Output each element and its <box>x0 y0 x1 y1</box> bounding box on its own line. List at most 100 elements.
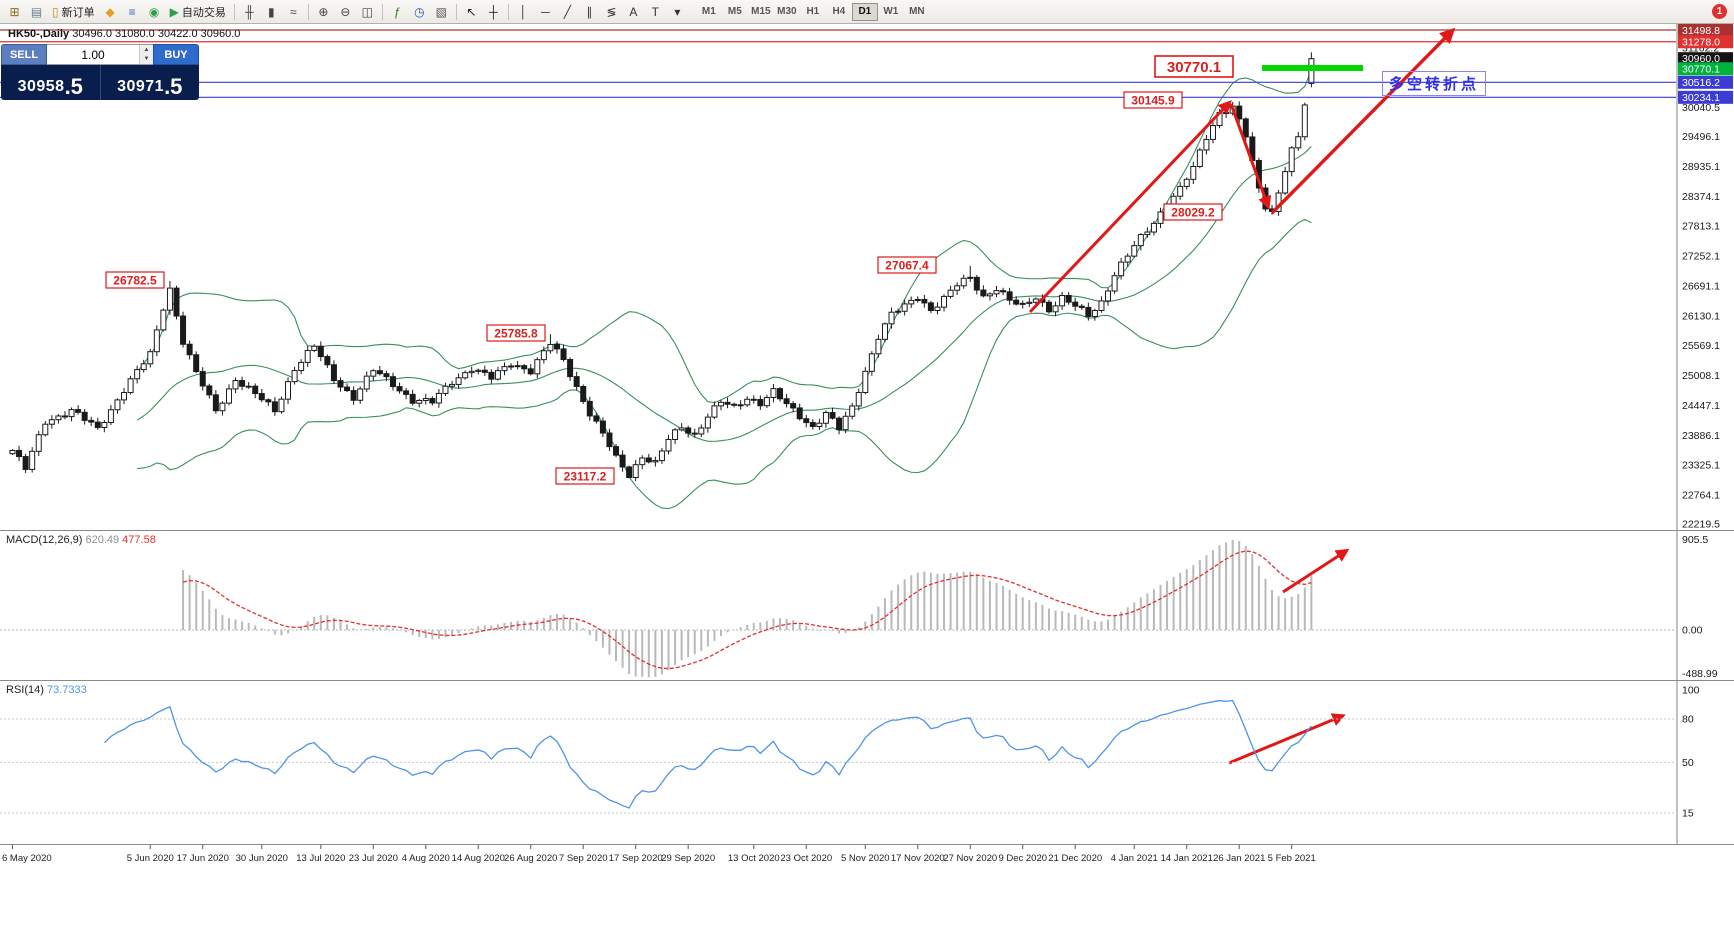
trendline-icon: ╱ <box>563 4 571 19</box>
time-axis[interactable]: 6 May 2020 5 Jun 2020 17 Jun 2020 30 Jun 20… <box>2 845 1316 864</box>
tab-timeframe-mn[interactable]: MN <box>909 6 925 17</box>
price-annotation[interactable]: 25785.8 <box>486 324 546 342</box>
svg-text:30234.1: 30234.1 <box>1682 92 1720 104</box>
price-annotation[interactable]: 26782.5 <box>105 271 165 289</box>
trend-arrow-3[interactable] <box>1270 27 1456 215</box>
price-annotation[interactable]: 27067.4 <box>877 256 937 274</box>
templates-button[interactable]: ▧ <box>431 2 452 22</box>
new-order-button[interactable]: ▯ 新订单 <box>48 2 99 22</box>
market-watch-button[interactable]: ≡ <box>122 2 143 22</box>
trendline-button[interactable]: ╱ <box>557 2 578 22</box>
zoom-out-button[interactable]: ⊖ <box>335 2 356 22</box>
toolbar-separator <box>381 3 383 20</box>
svg-text:22764.1: 22764.1 <box>1682 489 1720 501</box>
buy-button[interactable]: BUY <box>153 44 199 65</box>
label-button[interactable]: T <box>645 2 666 22</box>
spinner-up-icon[interactable]: ▲ <box>143 46 150 53</box>
time-axis-label: 5 Nov 2020 <box>841 853 890 864</box>
tile-windows-button[interactable]: ◫ <box>357 2 378 22</box>
auto-trading-label: 自动交易 <box>181 6 226 19</box>
time-axis-label: 21 Dec 2020 <box>1048 853 1102 864</box>
svg-text:26691.1: 26691.1 <box>1682 280 1720 292</box>
tab-timeframe-m30[interactable]: M30 <box>777 6 797 17</box>
crosshair-button[interactable]: ┼ <box>483 2 504 22</box>
tile-windows-icon: ◫ <box>361 4 374 19</box>
quantity-stepper[interactable]: ▲ ▼ <box>47 44 153 65</box>
new-chart-button[interactable]: ⊞ <box>4 2 25 22</box>
profiles-icon: ▤ <box>30 4 43 19</box>
cursor-button[interactable]: ↖ <box>461 2 482 22</box>
rsi-line <box>103 699 1312 809</box>
line-chart-icon: ≈ <box>290 4 297 19</box>
quantity-input[interactable] <box>47 45 139 64</box>
channel-button[interactable]: ∥ <box>579 2 600 22</box>
quantity-spinner[interactable]: ▲ ▼ <box>139 45 153 64</box>
tab-timeframe-m5[interactable]: M5 <box>727 6 742 17</box>
indicators-icon: ƒ <box>394 4 401 19</box>
market-watch-icon: ≡ <box>128 4 136 19</box>
price-annotation[interactable]: 30770.1 <box>1154 55 1234 78</box>
auto-trading-button[interactable]: ▶ 自动交易 <box>166 2 230 22</box>
candle-chart-button[interactable]: ▮ <box>261 2 282 22</box>
sell-button[interactable]: SELL <box>1 44 47 65</box>
trend-arrow-5[interactable] <box>1228 713 1346 765</box>
time-axis-label: 17 Jun 2020 <box>177 853 229 864</box>
horizontal-line-button[interactable]: ─ <box>535 2 556 22</box>
time-axis-label: 14 Aug 2020 <box>452 853 505 864</box>
svg-text:27067.4: 27067.4 <box>885 258 929 272</box>
svg-text:30145.9: 30145.9 <box>1131 93 1175 107</box>
indicators-button[interactable]: ƒ <box>387 2 408 22</box>
time-axis-label: 14 Jan 2021 <box>1161 853 1213 864</box>
spinner-down-icon[interactable]: ▼ <box>143 56 150 63</box>
timeframe-bar: M1 M5 M15 M30 H1 H4 D1 W1 MN <box>696 2 930 21</box>
toolbar-items: ⊞ ▤ ▯ 新订单 ◆ ≡ ◉ ▶ 自动交易 ╫ ▮ ≈ ⊕ ⊖ ◫ ƒ ◷ ▧ ↖ ┼ │ ─ ╱ ∥ ≶ A T ▾ <box>4 0 688 23</box>
svg-text:15: 15 <box>1682 807 1694 819</box>
svg-text:-488.99: -488.99 <box>1682 668 1718 680</box>
price-annotation[interactable]: 23117.2 <box>555 467 615 485</box>
line-chart-button[interactable]: ≈ <box>283 2 304 22</box>
svg-text:28935.1: 28935.1 <box>1682 161 1720 173</box>
data-window-button[interactable]: ◉ <box>144 2 165 22</box>
tab-timeframe-d1[interactable]: D1 <box>851 2 878 21</box>
vertical-line-button[interactable]: │ <box>513 2 534 22</box>
macd-indicator <box>182 540 1313 678</box>
symbol-period-label: HK50-,Daily <box>8 28 70 40</box>
candlestick-chart[interactable] <box>9 52 1315 510</box>
fibonacci-button[interactable]: ≶ <box>601 2 622 22</box>
tab-timeframe-h1[interactable]: H1 <box>806 6 820 17</box>
buy-price[interactable]: 30971.5 <box>101 65 200 100</box>
svg-text:30770.1: 30770.1 <box>1682 63 1720 75</box>
tab-timeframe-w1[interactable]: W1 <box>883 6 899 17</box>
trend-arrow-1[interactable] <box>1028 100 1232 314</box>
svg-text:29496.1: 29496.1 <box>1682 131 1720 143</box>
tab-timeframe-h4[interactable]: H4 <box>832 6 846 17</box>
turning-point-note[interactable]: 多空转折点 <box>1382 71 1487 96</box>
time-axis-label: 29 Sep 2020 <box>661 853 715 864</box>
periods-button[interactable]: ◷ <box>409 2 430 22</box>
svg-text:26782.5: 26782.5 <box>113 273 157 287</box>
svg-text:25785.8: 25785.8 <box>494 326 538 340</box>
text-button[interactable]: A <box>623 2 644 22</box>
profiles-button[interactable]: ▤ <box>26 2 47 22</box>
trend-arrow-2[interactable] <box>1229 103 1272 210</box>
fibonacci-icon: ≶ <box>606 4 617 19</box>
trend-arrow-4[interactable] <box>1282 548 1350 594</box>
tab-timeframe-m15[interactable]: M15 <box>751 6 771 17</box>
price-annotation[interactable]: 30145.9 <box>1123 91 1183 109</box>
rsi-label: RSI(14) 73.7333 <box>6 684 87 696</box>
svg-text:100: 100 <box>1682 685 1700 697</box>
deposit-button[interactable]: ◆ <box>100 2 121 22</box>
svg-text:22219.5: 22219.5 <box>1682 518 1720 530</box>
sell-price[interactable]: 30958.5 <box>1 65 101 100</box>
news-badge[interactable]: 1 <box>1712 4 1727 19</box>
tab-timeframe-m1[interactable]: M1 <box>701 6 716 17</box>
shapes-button[interactable]: ▾ <box>667 2 688 22</box>
chart-background <box>0 24 1734 943</box>
price-scale[interactable]: 31162.230040.529496.128935.128374.127813… <box>1678 24 1733 530</box>
bar-chart-button[interactable]: ╫ <box>239 2 260 22</box>
time-axis-label: 30 Jun 2020 <box>236 853 288 864</box>
svg-text:31498.8: 31498.8 <box>1682 25 1720 37</box>
zoom-in-button[interactable]: ⊕ <box>313 2 334 22</box>
price-annotation[interactable]: 28029.2 <box>1163 203 1223 221</box>
